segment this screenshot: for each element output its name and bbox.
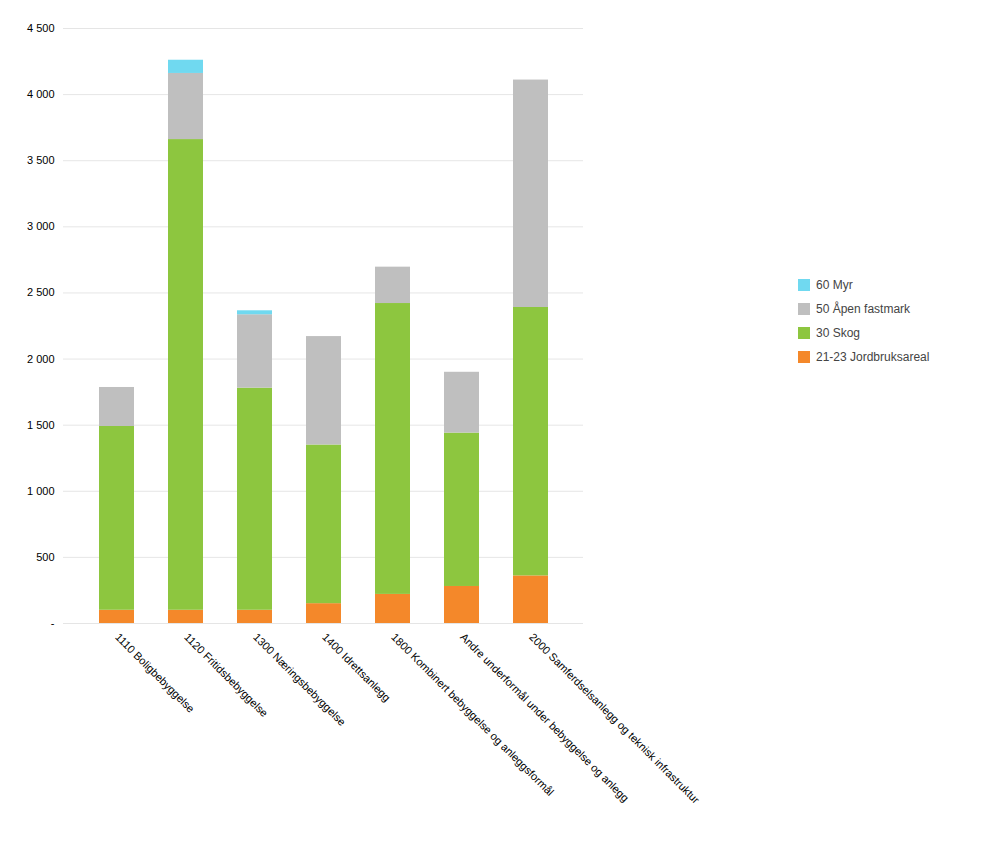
html-text:21-23 Jordbruksareal: 21-23 Jordbruksareal — [816, 350, 930, 364]
svg-text:4 500: 4 500 — [27, 22, 55, 34]
svg-text:2000 Samferdselsanlegg og tekn: 2000 Samferdselsanlegg og teknisk infras… — [527, 631, 702, 806]
svg-text:-: - — [51, 617, 55, 629]
html-text:30 Skog: 30 Skog — [816, 326, 860, 340]
svg-text:1400 Idrettsanlegg: 1400 Idrettsanlegg — [320, 631, 393, 704]
svg-text:3 500: 3 500 — [27, 154, 55, 166]
svg-text:1 500: 1 500 — [27, 419, 55, 431]
html-text:60 Myr: 60 Myr — [816, 278, 853, 292]
svg-text:2 500: 2 500 — [27, 286, 55, 298]
svg-text:Andre underformål under bebygg: Andre underformål under bebyggelse og an… — [458, 630, 632, 804]
svg-text:500: 500 — [36, 551, 54, 563]
svg-text:1110 Boligbebyggelse: 1110 Boligbebyggelse — [113, 631, 197, 715]
svg-text:2 000: 2 000 — [27, 353, 55, 365]
svg-text:1 000: 1 000 — [27, 485, 55, 497]
svg-text:3 000: 3 000 — [27, 220, 55, 232]
svg-text:1800 Kombinert bebyggelse og a: 1800 Kombinert bebyggelse og anleggsform… — [389, 631, 556, 798]
svg-text:4 000: 4 000 — [27, 88, 55, 100]
svg-text:1120 Fritidsbebyggelse: 1120 Fritidsbebyggelse — [182, 630, 271, 720]
svg-text:1300 Næringsbebyggelse: 1300 Næringsbebyggelse — [251, 630, 349, 728]
html-text:50 Åpen fastmark: 50 Åpen fastmark — [816, 302, 911, 316]
